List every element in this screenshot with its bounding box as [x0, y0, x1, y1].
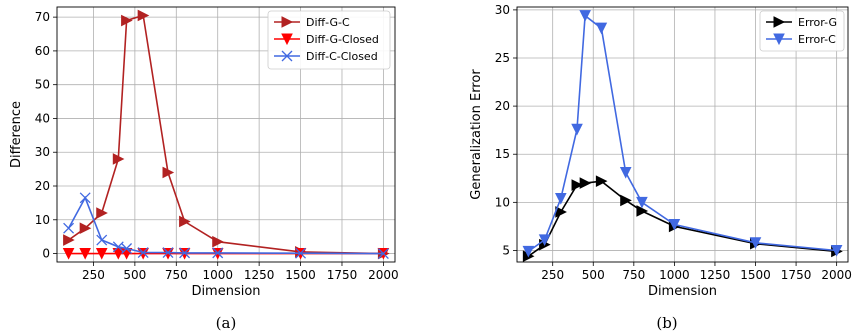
data-point-diff-g-closed	[162, 248, 174, 260]
y-tick-label: 20	[495, 99, 510, 113]
y-tick-label: 30	[495, 3, 510, 17]
x-tick-label: 1250	[244, 268, 275, 282]
data-point-diff-g-c	[179, 215, 191, 228]
data-point-error-c	[749, 237, 762, 249]
data-point-error-c	[619, 167, 632, 179]
data-point-error-g	[595, 175, 608, 187]
data-point-diff-c-closed	[179, 247, 191, 259]
data-point-error-g	[571, 179, 584, 191]
x-axis-title: Dimension	[648, 284, 717, 299]
data-point-diff-c-closed	[162, 247, 174, 259]
data-point-diff-g-c	[121, 14, 133, 27]
legend-marker	[281, 50, 293, 62]
data-point-diff-g-c	[112, 153, 125, 165]
x-tick-label: 500	[123, 268, 146, 282]
x-tick-label: 1250	[700, 268, 731, 282]
x-tick-label: 250	[541, 268, 564, 282]
legend-marker	[773, 33, 785, 46]
x-tick-label: 2000	[821, 268, 852, 282]
legend-marker	[281, 33, 293, 46]
data-point-error-c	[636, 196, 648, 209]
x-tick-label: 500	[582, 268, 605, 282]
legend-marker	[773, 16, 786, 28]
legend-entry-label: Diff-C-Closed	[306, 50, 378, 63]
data-point-diff-c-closed	[212, 247, 224, 259]
data-point-error-c	[571, 123, 583, 136]
x-axis-title: Dimension	[191, 284, 260, 299]
chart-panel-b: 250 500 750 1000 1250 1500 1750 2000 5 10 15 20 25 30…	[469, 3, 852, 332]
x-tick-label: 750	[622, 268, 645, 282]
data-point-error-c	[554, 192, 567, 205]
axes-frame	[56, 6, 396, 263]
data-point-diff-g-closed	[79, 248, 91, 260]
data-point-diff-c-closed	[295, 247, 307, 259]
data-point-diff-g-closed	[95, 248, 108, 260]
x-tick-label: 1500	[740, 268, 771, 282]
data-point-diff-g-closed	[62, 248, 75, 260]
data-point-diff-c-closed	[63, 222, 75, 234]
x-tick-label: 750	[165, 268, 188, 282]
x-tick-label: 1000	[202, 268, 233, 282]
y-axis-title: Generalization Error	[469, 69, 484, 200]
data-point-error-c	[579, 10, 591, 22]
y-tick-label: 10	[495, 195, 510, 209]
y-axis-title: Difference	[9, 101, 24, 168]
data-point-error-g	[636, 205, 649, 217]
data-point-diff-c-closed	[137, 247, 149, 259]
data-point-diff-g-c	[63, 234, 75, 246]
x-tick-label: 1500	[285, 268, 316, 282]
panel-caption: (a)	[216, 314, 237, 332]
data-point-error-c	[538, 234, 551, 246]
y-tick-label: 10	[35, 213, 50, 227]
y-tick-label: 20	[35, 179, 50, 193]
x-tick-label: 1750	[781, 268, 812, 282]
y-tick-label: 15	[495, 147, 510, 161]
data-point-error-g	[620, 194, 632, 207]
data-point-diff-g-closed	[112, 248, 125, 260]
data-point-diff-g-closed	[137, 248, 149, 260]
legend: Diff-G-C Diff-G-Closed Diff-C-Closed	[267, 10, 391, 70]
data-point-error-g	[579, 177, 592, 189]
y-tick-label: 70	[35, 10, 50, 24]
data-point-error-c	[668, 218, 681, 231]
data-point-diff-c-closed	[79, 192, 91, 204]
legend-marker	[281, 16, 294, 28]
legend-entry-label: Diff-G-C	[306, 16, 350, 29]
chart-panel-a: 250 500 750 1000 1250 1500 1750 2000 0 10 20 30 40 50…	[9, 6, 399, 332]
x-tick-label: 250	[82, 268, 105, 282]
data-point-diff-g-c	[96, 207, 108, 219]
y-tick-label: 25	[495, 51, 510, 65]
legend-entry-label: Diff-G-Closed	[306, 33, 379, 46]
legend-entry-label: Error-G	[798, 16, 837, 29]
data-point-error-c	[522, 245, 535, 258]
legend-box	[267, 10, 391, 70]
x-tick-label: 1750	[327, 268, 358, 282]
x-tick-label: 1000	[659, 268, 690, 282]
data-point-diff-g-c	[162, 166, 175, 179]
y-tick-label: 50	[35, 78, 50, 92]
y-tick-label: 30	[35, 145, 50, 159]
axes-frame	[516, 6, 849, 263]
legend-entry-label: Error-C	[798, 33, 836, 46]
data-point-diff-c-closed	[96, 234, 108, 246]
data-point-error-c	[595, 22, 608, 35]
y-tick-label: 40	[35, 111, 50, 125]
y-tick-label: 60	[35, 44, 50, 58]
data-point-diff-g-c	[79, 222, 92, 235]
y-tick-label: 5	[502, 243, 510, 257]
x-tick-label: 2000	[368, 268, 399, 282]
data-point-diff-c-closed	[377, 248, 389, 260]
data-point-diff-c-closed	[121, 243, 133, 254]
data-point-diff-g-c	[137, 9, 150, 22]
data-point-diff-g-c	[212, 235, 224, 248]
y-tick-label: 0	[42, 247, 50, 261]
legend: Error-G Error-C	[759, 10, 845, 52]
panel-caption: (b)	[656, 314, 677, 332]
data-point-error-c	[830, 244, 843, 257]
